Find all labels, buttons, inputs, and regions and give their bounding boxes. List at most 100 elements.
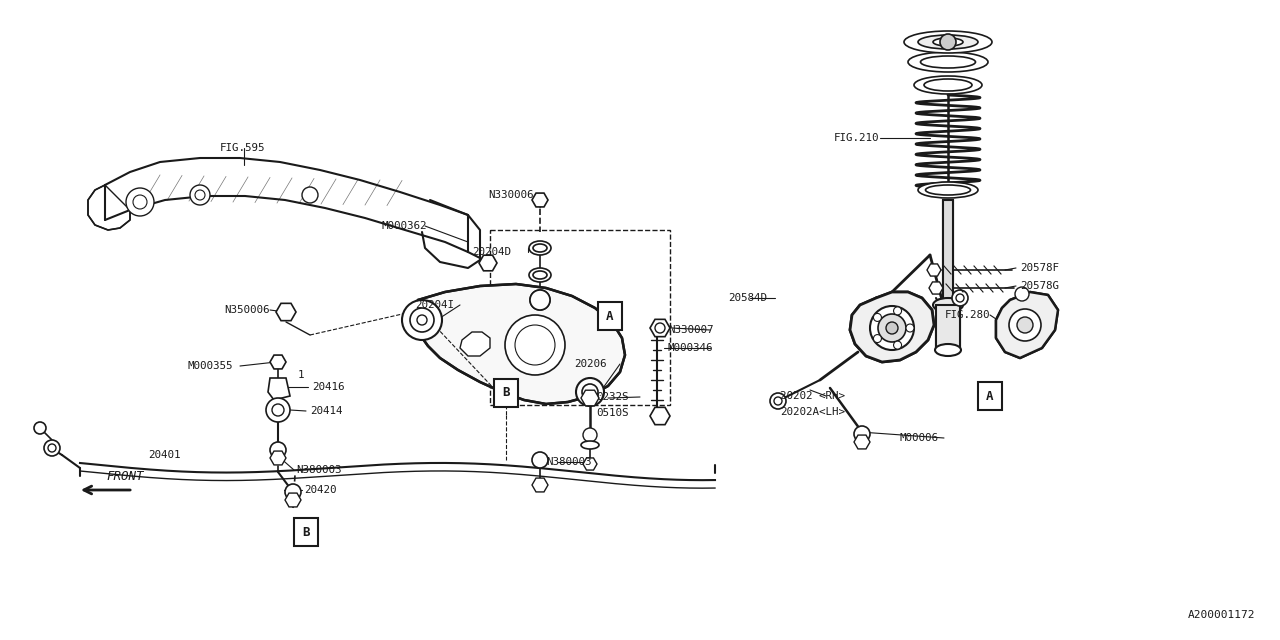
Text: 20578F: 20578F (1020, 263, 1059, 273)
Text: B: B (302, 525, 310, 538)
Bar (490, 230, 669, 405)
Text: 20202 <RH>: 20202 <RH> (780, 391, 845, 401)
Text: 20204D: 20204D (472, 247, 511, 257)
Polygon shape (268, 378, 291, 400)
Text: 20584D: 20584D (728, 293, 767, 303)
Text: M00006: M00006 (900, 433, 940, 443)
Text: 20206: 20206 (573, 359, 607, 369)
Circle shape (878, 314, 906, 342)
Ellipse shape (920, 56, 975, 68)
Circle shape (44, 440, 60, 456)
Circle shape (854, 426, 870, 442)
Text: A: A (607, 310, 613, 323)
Circle shape (582, 384, 598, 400)
Text: 0510S: 0510S (596, 408, 628, 418)
Circle shape (906, 324, 914, 332)
Circle shape (195, 190, 205, 200)
Circle shape (266, 398, 291, 422)
Circle shape (270, 442, 285, 458)
Text: N350006: N350006 (224, 305, 270, 315)
Circle shape (125, 188, 154, 216)
Circle shape (956, 294, 964, 302)
Text: 20416: 20416 (312, 382, 344, 392)
Circle shape (402, 300, 442, 340)
Ellipse shape (904, 31, 992, 53)
Circle shape (1009, 309, 1041, 341)
Ellipse shape (532, 244, 547, 252)
Circle shape (576, 378, 604, 406)
Text: A200001172: A200001172 (1188, 610, 1254, 620)
Text: 1: 1 (298, 370, 305, 380)
Circle shape (886, 322, 899, 334)
Circle shape (410, 308, 434, 332)
Circle shape (655, 323, 666, 333)
Text: 20420: 20420 (305, 485, 337, 495)
Circle shape (774, 397, 782, 405)
Bar (936, 305, 960, 350)
Circle shape (771, 393, 786, 409)
Circle shape (530, 290, 550, 310)
Ellipse shape (914, 76, 982, 94)
Bar (494, 379, 518, 407)
Text: M000346: M000346 (668, 343, 713, 353)
Circle shape (302, 187, 317, 203)
Ellipse shape (934, 344, 961, 356)
Text: N330007: N330007 (668, 325, 713, 335)
Circle shape (873, 314, 882, 321)
Text: M000362: M000362 (381, 221, 428, 231)
Circle shape (189, 185, 210, 205)
Bar (294, 518, 317, 546)
Circle shape (535, 295, 545, 305)
Text: B: B (502, 387, 509, 399)
Text: FIG.280: FIG.280 (945, 310, 991, 320)
Text: M000355: M000355 (188, 361, 233, 371)
Bar (598, 302, 622, 330)
Ellipse shape (532, 271, 547, 279)
Circle shape (273, 404, 284, 416)
Bar (943, 200, 954, 300)
Text: 20204I: 20204I (415, 300, 454, 310)
Circle shape (870, 306, 914, 350)
Polygon shape (850, 292, 934, 362)
Polygon shape (996, 292, 1059, 358)
Text: N380003: N380003 (547, 457, 591, 467)
Circle shape (1015, 287, 1029, 301)
Ellipse shape (908, 52, 988, 72)
Circle shape (506, 315, 564, 375)
Ellipse shape (925, 185, 970, 195)
Circle shape (515, 325, 556, 365)
Circle shape (285, 484, 301, 500)
Polygon shape (88, 185, 131, 230)
Circle shape (582, 428, 596, 442)
Ellipse shape (918, 35, 978, 49)
Bar (978, 382, 1002, 410)
Text: N330006: N330006 (488, 190, 534, 200)
Ellipse shape (529, 268, 550, 282)
Text: FIG.595: FIG.595 (220, 143, 265, 153)
Text: 20401: 20401 (148, 450, 180, 460)
Circle shape (1018, 317, 1033, 333)
Circle shape (417, 315, 428, 325)
Text: 20414: 20414 (310, 406, 343, 416)
Ellipse shape (529, 241, 550, 255)
Circle shape (952, 290, 968, 306)
Circle shape (35, 422, 46, 434)
Text: N380003: N380003 (296, 465, 342, 475)
Circle shape (873, 335, 882, 342)
Circle shape (133, 195, 147, 209)
Text: 0232S: 0232S (596, 392, 628, 402)
Ellipse shape (924, 79, 972, 91)
Ellipse shape (933, 38, 963, 46)
Circle shape (49, 444, 56, 452)
Text: 20202A<LH>: 20202A<LH> (780, 407, 845, 417)
Ellipse shape (918, 182, 978, 198)
Circle shape (893, 341, 901, 349)
Text: 20578G: 20578G (1020, 281, 1059, 291)
Polygon shape (460, 332, 490, 356)
Ellipse shape (581, 441, 599, 449)
Ellipse shape (933, 298, 963, 312)
Circle shape (893, 307, 901, 315)
Text: A: A (987, 390, 993, 403)
Text: FRONT: FRONT (106, 470, 143, 483)
Text: FIG.210: FIG.210 (835, 133, 879, 143)
